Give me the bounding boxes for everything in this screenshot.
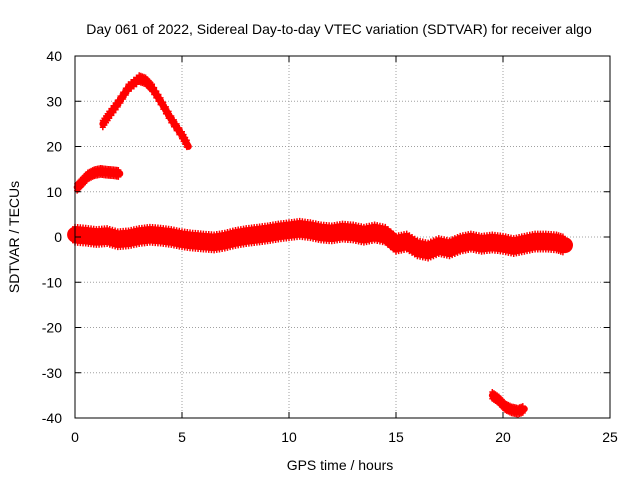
axis-ticks: 0 5 10 15 20 25 40 30 20 10 0 -10 -20 -30 -40 bbox=[42, 48, 618, 445]
data-point-marker bbox=[160, 99, 167, 106]
data-point-marker bbox=[559, 249, 566, 256]
data-point-marker bbox=[162, 103, 169, 110]
x-tick-label: 5 bbox=[178, 429, 186, 445]
y-tick-label: 40 bbox=[46, 48, 62, 64]
y-tick-label: 30 bbox=[46, 93, 62, 109]
data-point-marker bbox=[183, 137, 190, 144]
data-point-marker bbox=[115, 167, 122, 174]
x-axis-label: GPS time / hours bbox=[287, 457, 394, 473]
x-tick-label: 10 bbox=[281, 429, 297, 445]
data-point-marker bbox=[115, 173, 122, 180]
y-tick-label: -10 bbox=[42, 274, 62, 290]
data-point-marker bbox=[519, 403, 526, 410]
data-point-marker bbox=[122, 92, 129, 99]
series-arc-negative bbox=[488, 391, 528, 415]
data-point-marker bbox=[155, 98, 162, 105]
y-tick-label: 10 bbox=[46, 184, 62, 200]
data-point-marker bbox=[120, 95, 127, 102]
data-point-marker bbox=[173, 120, 180, 127]
chart-title: Day 061 of 2022, Sidereal Day-to-day VTE… bbox=[86, 21, 592, 37]
data-point-marker bbox=[151, 84, 158, 91]
y-tick-label: -20 bbox=[42, 320, 62, 336]
data-point-marker bbox=[153, 88, 160, 95]
y-tick-label: -30 bbox=[42, 365, 62, 381]
y-tick-label: 20 bbox=[46, 139, 62, 155]
x-tick-label: 0 bbox=[71, 429, 79, 445]
data-series bbox=[67, 72, 573, 418]
data-point-marker bbox=[519, 409, 526, 416]
data-point-marker bbox=[117, 99, 124, 106]
y-axis-label: SDTVAR / TECUs bbox=[6, 181, 22, 293]
data-point-marker bbox=[165, 108, 172, 115]
data-point-marker bbox=[168, 112, 175, 119]
data-point-marker bbox=[176, 124, 183, 131]
data-point-marker bbox=[157, 94, 164, 101]
data-point-marker bbox=[183, 144, 190, 151]
x-tick-label: 15 bbox=[388, 429, 404, 445]
data-point-marker bbox=[149, 81, 156, 88]
x-tick-label: 25 bbox=[602, 429, 618, 445]
data-point-marker bbox=[114, 103, 121, 110]
y-tick-label: -40 bbox=[42, 410, 62, 426]
y-tick-label: 0 bbox=[54, 229, 62, 245]
data-point-marker bbox=[559, 233, 566, 240]
x-tick-label: 20 bbox=[495, 429, 511, 445]
data-point-marker bbox=[155, 91, 162, 98]
series-arc-main bbox=[67, 220, 573, 259]
data-point-marker bbox=[170, 116, 177, 123]
